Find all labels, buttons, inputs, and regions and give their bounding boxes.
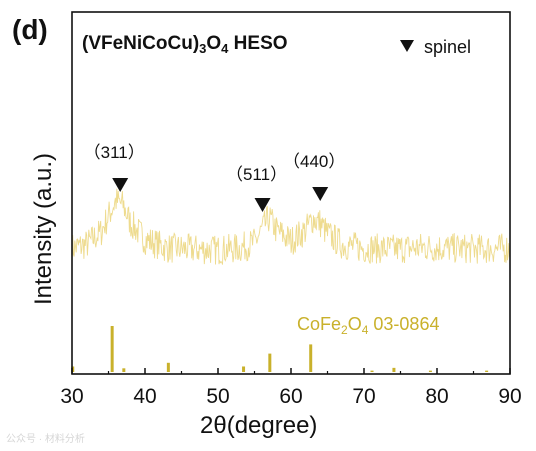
panel-label: (d) [12,14,48,45]
x-tick-label: 50 [206,385,229,408]
reference-label: CoFe2O4 03-0864 [297,314,440,337]
x-tick-label: 90 [498,385,521,408]
peak-label: （511） [226,165,287,184]
xrd-pattern [71,188,510,265]
x-tick-label: 30 [60,385,83,408]
peak-triangle-icon [112,178,129,192]
peak-label: （440） [283,152,345,171]
x-tick-label: 80 [425,385,448,408]
legend-triangle-icon [400,40,414,52]
peak-markers: （311） （511）（440） [84,143,345,212]
x-tick-label: 40 [133,385,156,408]
y-axis-label: Intensity (a.u.) [30,152,57,306]
chart-title: (VFeNiCoCu)3O4 HESO [82,33,288,56]
x-tick-label: 60 [279,385,302,408]
plot-frame [71,11,511,375]
peak-triangle-icon [254,198,271,212]
peak-label: （311） [84,143,145,162]
reference-pattern [71,326,489,372]
x-axis-label: 2θ(degree) [200,412,318,439]
x-tick-label: 70 [352,385,375,408]
watermark: 公众号 · 材料分析 [6,434,85,445]
x-axis: 30 40 50 60 70 80 90 [60,368,522,408]
legend: spinel [400,37,471,58]
legend-label: spinel [424,37,472,57]
peak-triangle-icon [312,187,329,201]
xrd-pattern-line [71,188,510,265]
